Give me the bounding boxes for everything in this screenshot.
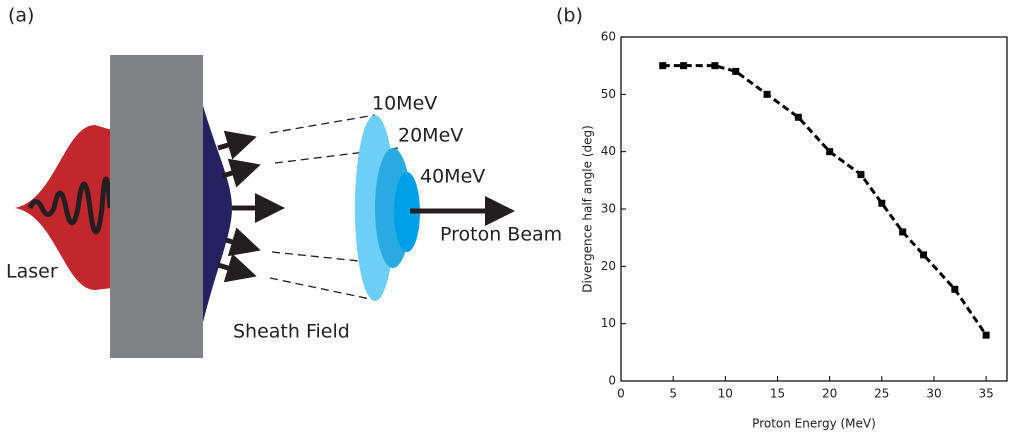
x-tick-label: 30	[926, 387, 941, 401]
target	[110, 55, 203, 358]
data-point	[899, 228, 907, 236]
sheath	[200, 95, 232, 335]
label-laser: Laser	[6, 261, 58, 283]
y-tick-label: 30	[601, 202, 616, 216]
data-point	[878, 199, 886, 207]
data-point	[857, 171, 865, 179]
y-tick-label: 20	[601, 259, 616, 273]
label-20mev: 20MeV	[398, 125, 463, 147]
data-point	[951, 285, 959, 293]
x-tick-label: 20	[822, 387, 837, 401]
label-beam: Proton Beam	[440, 224, 562, 246]
y-tick-label: 10	[601, 316, 616, 330]
x-tick-label: 10	[718, 387, 733, 401]
y-tick-label: 0	[608, 374, 616, 388]
data-point	[826, 148, 834, 156]
diagram: (a) 10MeV 20MeV 40MeV Proton Beam Laser …	[6, 5, 562, 358]
x-axis-label: Proton Energy (MeV)	[752, 417, 876, 431]
label-10mev: 10MeV	[372, 93, 437, 115]
data-point	[982, 331, 990, 339]
data-point	[794, 113, 802, 121]
x-tick-label: 0	[617, 387, 625, 401]
data-point	[680, 62, 688, 70]
data-point	[732, 67, 740, 75]
data-point	[920, 251, 928, 259]
laser-wave	[27, 176, 113, 235]
label-sheath: Sheath Field	[233, 321, 350, 343]
panel-label: (b)	[556, 5, 583, 27]
data-point	[711, 62, 719, 70]
y-axis-label: Divergence half angle (deg)	[581, 125, 595, 293]
data-point	[659, 62, 667, 70]
label-40mev: 40MeV	[420, 166, 485, 188]
y-tick-label: 60	[601, 30, 616, 44]
series-line	[662, 64, 988, 336]
disk-40	[394, 172, 420, 252]
field-arrows	[217, 130, 515, 283]
panel-label: (a)	[8, 5, 34, 27]
plot-frame	[620, 36, 1008, 382]
chart: (b) Proton Energy (MeV) Divergence half …	[556, 5, 1008, 431]
data-point	[763, 90, 771, 98]
x-tick-label: 35	[978, 387, 993, 401]
y-tick-label: 40	[601, 144, 616, 158]
y-tick-label: 50	[601, 87, 616, 101]
x-tick-label: 5	[669, 387, 677, 401]
x-tick-label: 25	[874, 387, 889, 401]
x-tick-label: 15	[770, 387, 785, 401]
